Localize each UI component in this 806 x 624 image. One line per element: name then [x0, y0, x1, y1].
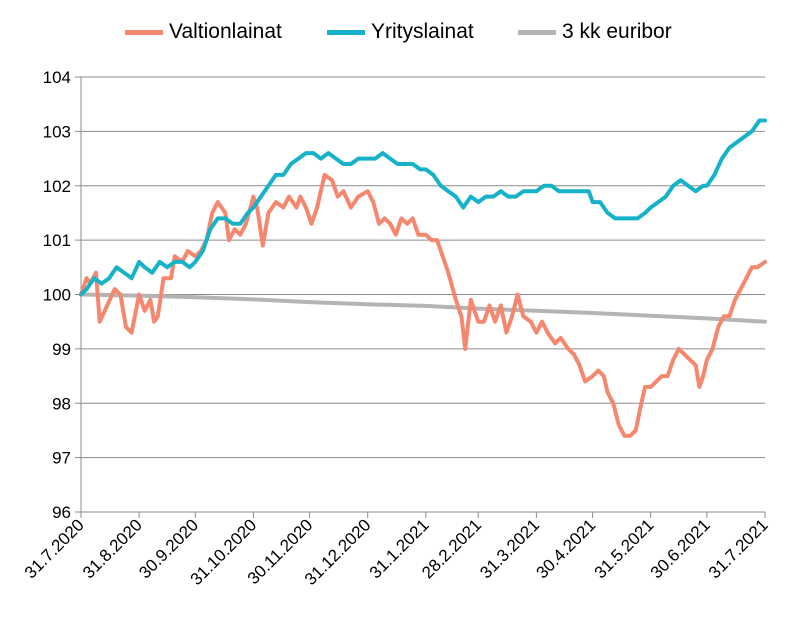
x-axis-ticks: 31.7.202031.8.202030.9.202031.10.202030.… [21, 512, 772, 589]
legend-label-yrityslainat: Yrityslainat [371, 20, 474, 43]
legend-item-valtionlainat: Valtionlainat [125, 17, 282, 47]
legend-item-euribor: 3 kk euribor [518, 17, 672, 47]
y-tick-label: 104 [43, 68, 71, 87]
x-tick-label: 31.3.2021 [476, 515, 543, 582]
legend: Valtionlainat Yrityslainat 3 kk euribor [0, 17, 806, 47]
y-tick-label: 99 [52, 340, 71, 359]
y-tick-label: 98 [52, 394, 71, 413]
legend-swatch-euribor [518, 29, 556, 35]
y-tick-label: 102 [43, 177, 71, 196]
legend-label-valtionlainat: Valtionlainat [169, 20, 282, 43]
legend-item-yrityslainat: Yrityslainat [327, 17, 474, 47]
x-tick-label: 30.4.2021 [533, 515, 600, 582]
yrityslainat-line [79, 118, 767, 297]
y-axis-ticks: 96 97 98 99 100 101 102 103 104 [43, 68, 81, 522]
y-tick-label: 101 [43, 231, 71, 250]
x-tick-label: 31.8.2020 [79, 515, 146, 582]
x-tick-label: 31.5.2021 [591, 515, 658, 582]
y-tick-label: 96 [52, 503, 71, 522]
x-tick-label: 31.7.2020 [21, 515, 88, 582]
legend-label-euribor: 3 kk euribor [562, 20, 672, 43]
x-tick-label: 31.7.2021 [705, 515, 772, 582]
legend-swatch-yrityslainat [327, 29, 365, 35]
x-tick-label: 30.6.2021 [647, 515, 714, 582]
y-tick-label: 100 [43, 286, 71, 305]
y-tick-label: 97 [52, 449, 71, 468]
euribor-line [79, 292, 767, 324]
y-tick-label: 103 [43, 122, 71, 141]
legend-swatch-valtionlainat [125, 29, 163, 35]
valtionlainat-line [79, 172, 767, 438]
gridlines [81, 76, 765, 459]
series-lines [79, 118, 767, 438]
